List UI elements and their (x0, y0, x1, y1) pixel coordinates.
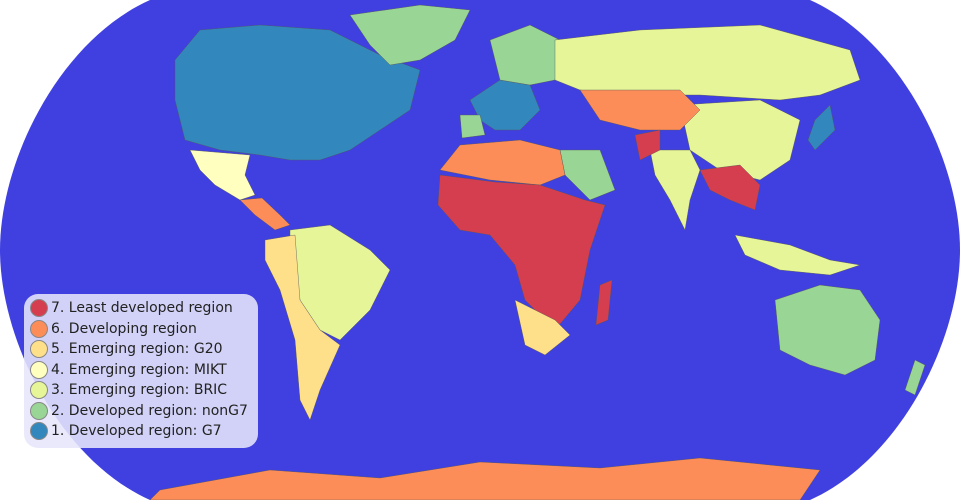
region-south-america-west[interactable] (264, 234, 341, 421)
region-new-zealand[interactable] (904, 359, 926, 396)
legend-swatch (30, 340, 48, 359)
region-mexico[interactable] (189, 149, 256, 201)
legend-item-emerging-g20[interactable]: 5. Emerging region: G20 (30, 339, 258, 360)
region-afghanistan[interactable] (634, 129, 661, 161)
region-greenland[interactable] (349, 4, 471, 66)
region-russia[interactable] (554, 24, 861, 101)
legend-label: 6. Developing region (51, 320, 197, 337)
legend-item-developing[interactable]: 6. Developing region (30, 319, 258, 340)
region-central-africa[interactable] (437, 174, 606, 331)
legend-label: 1. Developed region: G7 (51, 423, 222, 440)
region-southern-africa[interactable] (514, 299, 571, 356)
region-australia[interactable] (774, 284, 881, 376)
legend-label: 7. Least developed region (51, 300, 233, 317)
legend-swatch (30, 422, 48, 441)
legend-item-developed-g7[interactable]: 1. Developed region: G7 (30, 421, 258, 442)
legend-item-emerging-mikt[interactable]: 4. Emerging region: MIKT (30, 360, 258, 381)
region-japan-korea[interactable] (807, 104, 836, 151)
legend-swatch (30, 401, 48, 420)
legend-swatch (30, 299, 48, 318)
region-india[interactable] (649, 149, 701, 231)
region-china[interactable] (679, 99, 801, 181)
region-antarctica[interactable] (149, 457, 821, 500)
region-north-africa[interactable] (439, 139, 566, 186)
legend-swatch (30, 381, 48, 400)
legend-label: 4. Emerging region: MIKT (51, 361, 227, 378)
legend-swatch (30, 360, 48, 379)
region-central-asia[interactable] (579, 89, 701, 131)
legend-label: 5. Emerging region: G20 (51, 341, 223, 358)
region-madagascar[interactable] (595, 279, 613, 326)
legend-item-emerging-bric[interactable]: 3. Emerging region: BRIC (30, 380, 258, 401)
legend-label: 3. Emerging region: BRIC (51, 382, 228, 399)
region-north-america-g7[interactable] (174, 24, 421, 161)
region-central-america[interactable] (239, 197, 291, 231)
legend-item-least-developed[interactable]: 7. Least developed region (30, 298, 258, 319)
legend-label: 2. Developed region: nonG7 (51, 402, 248, 419)
region-southeast-asia[interactable] (699, 164, 761, 211)
legend: 7. Least developed region 6. Developing … (24, 294, 258, 448)
region-indonesia[interactable] (734, 234, 861, 276)
legend-swatch (30, 319, 48, 338)
legend-item-developed-nong7[interactable]: 2. Developed region: nonG7 (30, 401, 258, 422)
